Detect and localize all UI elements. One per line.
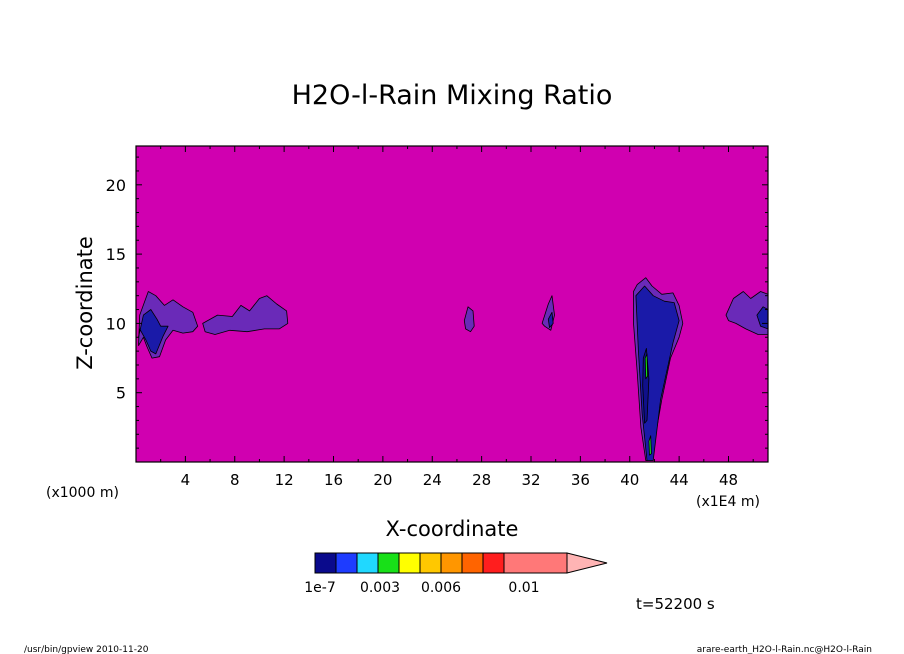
colorbar-label: 0.01 [508, 580, 539, 596]
colorbar-segment [419, 552, 442, 574]
x-tick-label: 44 [670, 471, 689, 489]
y-axis-label: Z-coordinate [73, 236, 97, 370]
x-tick-label: 40 [620, 471, 639, 489]
colorbar-segment [440, 552, 463, 574]
contour-region-4 [463, 306, 475, 333]
chart-title: H2O-l-Rain Mixing Ratio [292, 80, 613, 111]
y-tick-label: 15 [106, 245, 126, 264]
x-tick-label: 20 [373, 471, 392, 489]
x-tick-label: 36 [571, 471, 590, 489]
colorbar-segment [461, 552, 484, 574]
x-tick-label: 4 [181, 471, 191, 489]
colorbar-segment [314, 552, 337, 574]
x-tick-label: 16 [324, 471, 343, 489]
x-axis-label: X-coordinate [386, 517, 519, 541]
contour-region-2 [138, 309, 169, 355]
x-tick-label: 12 [275, 471, 294, 489]
colorbar-label: 1e-7 [304, 580, 335, 596]
contour-region-10 [644, 353, 648, 380]
colorbar-segment [398, 552, 421, 574]
x-unit-left: (x1000 m) [46, 485, 119, 501]
contour-region-3 [202, 295, 289, 335]
footer-right: arare-earth_H2O-l-Rain.nc@H2O-l-Rain [697, 645, 872, 654]
colorbar-arrow [566, 552, 608, 574]
x-unit-right: (x1E4 m) [696, 494, 760, 510]
contour-region-11 [648, 435, 652, 456]
contour-region-6 [547, 311, 554, 329]
x-tick-label: 48 [719, 471, 738, 489]
x-tick-label: 32 [521, 471, 540, 489]
time-label: t=52200 s [636, 595, 715, 613]
plot-frame [135, 145, 769, 463]
colorbar-segment [356, 552, 379, 574]
colorbar-segment [335, 552, 358, 574]
colorbar-label: 0.003 [360, 580, 400, 596]
colorbar-segment [482, 552, 505, 574]
colorbar-segment [503, 552, 568, 574]
colorbar-label: 0.006 [421, 580, 461, 596]
x-tick-label: 24 [423, 471, 442, 489]
y-tick-label: 10 [106, 314, 126, 333]
y-tick-label: 5 [116, 384, 126, 403]
x-tick-label: 28 [472, 471, 491, 489]
colorbar-segment [377, 552, 400, 574]
colorbar: 1e-7 0.003 0.006 0.01 [304, 552, 608, 596]
x-tick-label: 8 [230, 471, 240, 489]
y-tick-label: 20 [106, 176, 126, 195]
footer-left: /usr/bin/gpview 2010-11-20 [24, 645, 149, 654]
